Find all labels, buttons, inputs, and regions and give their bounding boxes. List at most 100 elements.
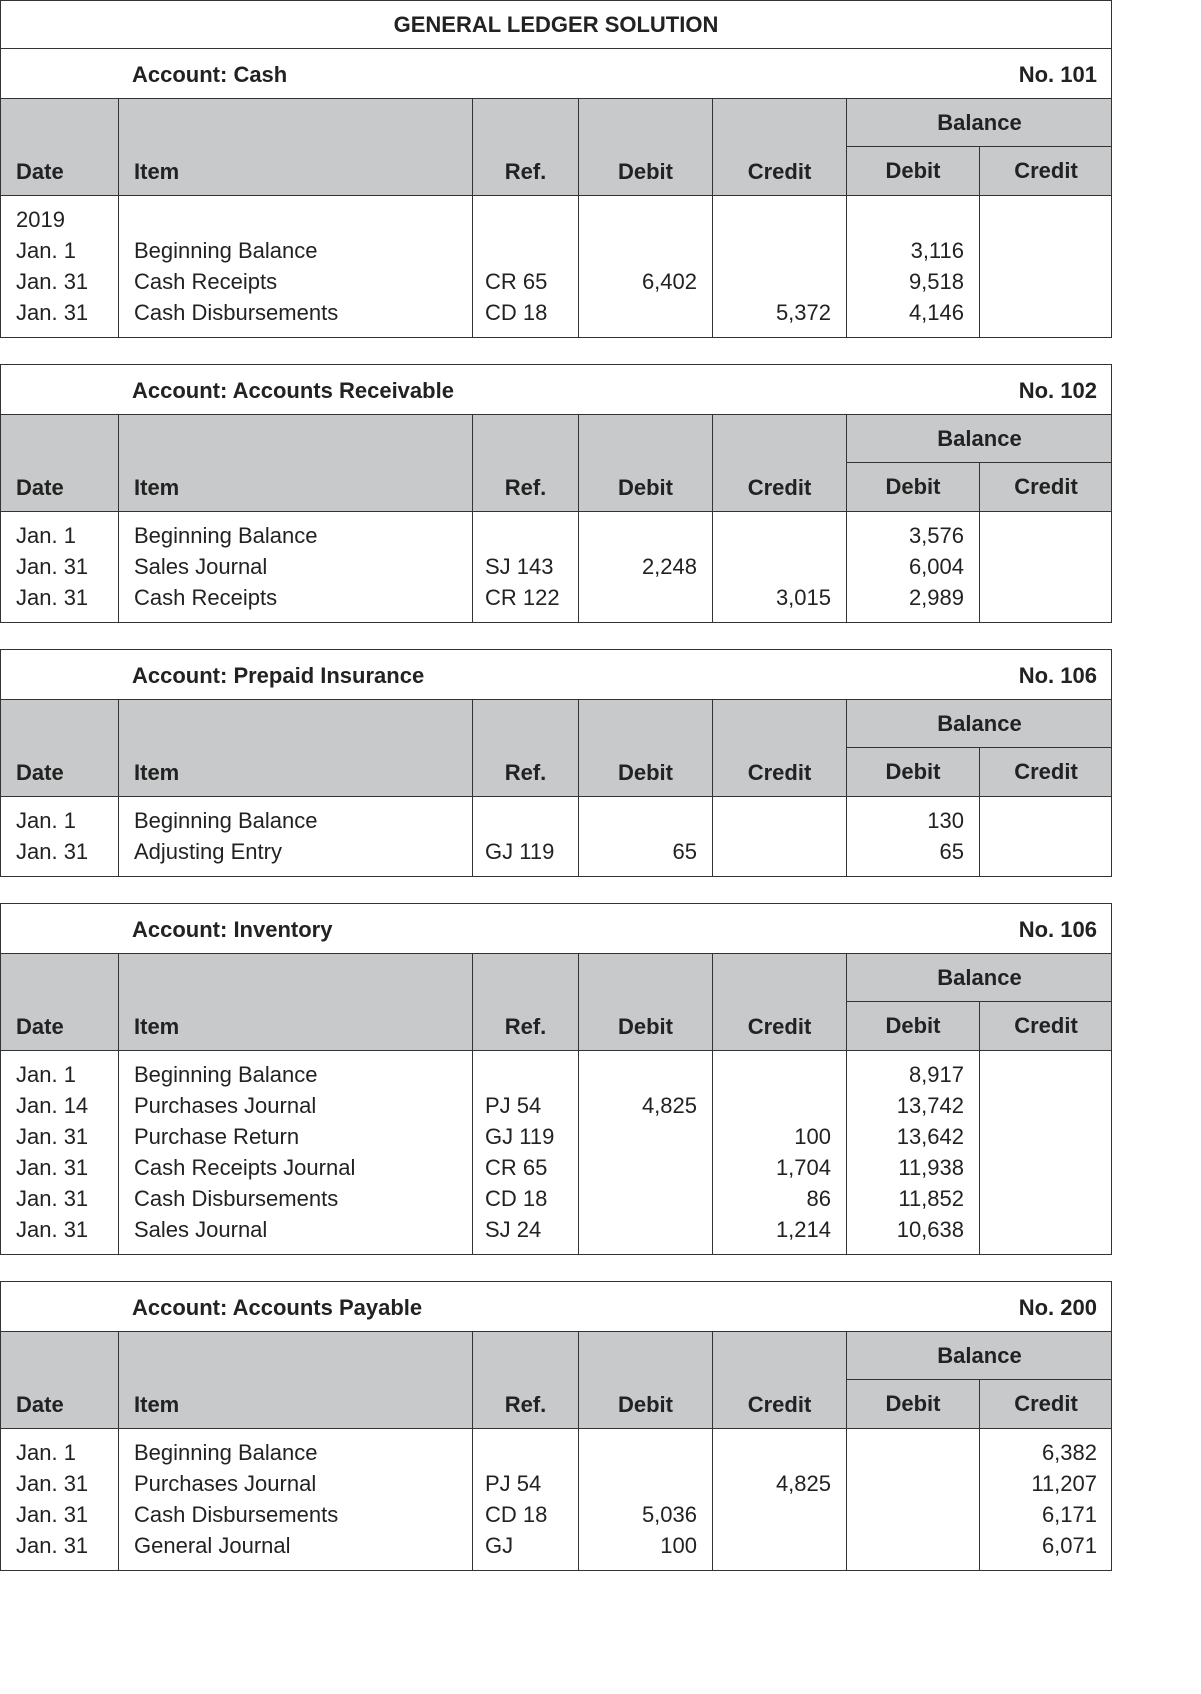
column-headers: Date Item Ref. Debit Credit Balance Debi… bbox=[1, 415, 1112, 512]
cell-item bbox=[119, 204, 472, 235]
header-balance: Balance bbox=[846, 954, 1112, 1002]
cell-date: Jan. 31 bbox=[16, 300, 89, 325]
cell-bal-credit bbox=[980, 1121, 1112, 1152]
cell-bal-credit bbox=[980, 520, 1112, 551]
header-debit: Debit bbox=[578, 99, 712, 195]
ledger-account: Account: Accounts Receivable No. 102 Dat… bbox=[0, 364, 1112, 623]
account-number: No. 106 bbox=[1018, 917, 1097, 942]
cell-date: Jan. 1 bbox=[16, 523, 76, 548]
account-header: Account: Cash No. 101 bbox=[1, 49, 1111, 99]
cell-bal-credit bbox=[980, 1183, 1112, 1214]
cell-date: Jan. 31 bbox=[16, 554, 89, 579]
header-balance-credit: Credit bbox=[979, 748, 1112, 796]
column-debit: 4,825 bbox=[578, 1051, 712, 1254]
header-balance-debit: Debit bbox=[846, 748, 979, 796]
cell-debit bbox=[579, 1183, 712, 1214]
cell-ref: CR 65 bbox=[485, 1155, 548, 1180]
account-name: Account: Inventory bbox=[132, 917, 333, 942]
cell-item: Sales Journal bbox=[134, 554, 268, 579]
cell-item: Beginning Balance bbox=[134, 1440, 318, 1465]
ledger-account: GENERAL LEDGER SOLUTION Account: Cash No… bbox=[0, 0, 1112, 338]
header-balance: Balance bbox=[846, 99, 1112, 147]
cell-item: Cash Disbursements bbox=[134, 1502, 339, 1527]
ledger-account: Account: Prepaid Insurance No. 106 Date … bbox=[0, 649, 1112, 877]
cell-date: Jan. 31 bbox=[16, 1155, 89, 1180]
cell-credit: 100 bbox=[794, 1124, 831, 1149]
account-header: Account: Inventory No. 106 bbox=[1, 904, 1111, 954]
column-credit: 4,825 bbox=[712, 1429, 846, 1570]
header-ref: Ref. bbox=[472, 700, 578, 796]
cell-ref bbox=[473, 204, 578, 235]
cell-item: Cash Receipts bbox=[134, 585, 278, 610]
account-number: No. 200 bbox=[1018, 1295, 1097, 1320]
cell-item: Beginning Balance bbox=[134, 523, 318, 548]
cell-ref bbox=[473, 1059, 578, 1090]
cell-debit: 6,402 bbox=[641, 269, 697, 294]
column-headers: Date Item Ref. Debit Credit Balance Debi… bbox=[1, 99, 1112, 196]
header-credit: Credit bbox=[712, 954, 846, 1050]
column-credit: 100 1,704 86 1,214 bbox=[712, 1051, 846, 1254]
header-ref: Ref. bbox=[472, 99, 578, 195]
cell-credit bbox=[713, 266, 846, 297]
ledger-body: Jan. 1 Jan. 31 Beginning Balance Adjusting … bbox=[1, 797, 1111, 876]
column-bal-debit bbox=[846, 1429, 979, 1570]
cell-item: Purchases Journal bbox=[134, 1471, 317, 1496]
cell-item: Cash Receipts Journal bbox=[134, 1155, 356, 1180]
cell-bal-debit bbox=[847, 1468, 979, 1499]
header-balance-credit: Credit bbox=[979, 147, 1112, 195]
cell-credit bbox=[713, 1499, 846, 1530]
column-bal-debit: 8,917 13,742 13,642 11,938 11,852 10,638 bbox=[846, 1051, 979, 1254]
ledger-body: Jan. 1 Jan. 14 Jan. 31 Jan. 31 Jan. 31 Jan. 3… bbox=[1, 1051, 1111, 1254]
cell-bal-credit: 11,207 bbox=[1031, 1471, 1097, 1496]
column-item: Beginning Balance Purchases Journal Purcha… bbox=[118, 1051, 472, 1254]
cell-debit bbox=[579, 1152, 712, 1183]
cell-date: Jan. 1 bbox=[16, 1062, 76, 1087]
cell-debit bbox=[579, 235, 712, 266]
cell-date: Jan. 31 bbox=[16, 585, 89, 610]
header-debit: Debit bbox=[578, 1332, 712, 1428]
header-item: Item bbox=[118, 954, 472, 1050]
cell-bal-debit: 2,989 bbox=[908, 585, 964, 610]
column-ref: GJ 119 bbox=[472, 797, 578, 876]
cell-bal-debit bbox=[847, 1499, 979, 1530]
header-credit: Credit bbox=[712, 1332, 846, 1428]
cell-credit: 5,372 bbox=[775, 300, 831, 325]
cell-bal-credit bbox=[980, 1090, 1112, 1121]
column-date: Jan. 1 Jan. 31 bbox=[1, 797, 118, 876]
column-debit: 5,036 100 bbox=[578, 1429, 712, 1570]
cell-debit bbox=[579, 520, 712, 551]
cell-ref: GJ bbox=[485, 1533, 514, 1558]
cell-item: Beginning Balance bbox=[134, 238, 318, 263]
cell-date: Jan. 31 bbox=[16, 269, 89, 294]
header-balance: Balance bbox=[846, 700, 1112, 748]
cell-bal-debit: 13,742 bbox=[896, 1093, 964, 1118]
ledger-body: Jan. 1 Jan. 31 Jan. 31 Jan. 31 Beginning Bal… bbox=[1, 1429, 1111, 1570]
cell-date: Jan. 31 bbox=[16, 1502, 89, 1527]
column-headers: Date Item Ref. Debit Credit Balance Debi… bbox=[1, 700, 1112, 797]
cell-debit bbox=[579, 204, 712, 235]
cell-debit bbox=[579, 805, 712, 836]
column-debit: 6,402 bbox=[578, 196, 712, 337]
ledger-body: Jan. 1 Jan. 31 Jan. 31 Beginning Balance Sal… bbox=[1, 512, 1111, 622]
cell-credit: 1,704 bbox=[775, 1155, 831, 1180]
cell-bal-credit bbox=[980, 551, 1112, 582]
column-headers: Date Item Ref. Debit Credit Balance Debi… bbox=[1, 1332, 1112, 1429]
account-number: No. 106 bbox=[1018, 663, 1097, 688]
header-item: Item bbox=[118, 700, 472, 796]
column-ref: PJ 54 GJ 119 CR 65 CD 18 SJ 24 bbox=[472, 1051, 578, 1254]
header-debit: Debit bbox=[578, 700, 712, 796]
header-balance-credit: Credit bbox=[979, 463, 1112, 511]
cell-credit: 86 bbox=[806, 1186, 831, 1211]
cell-debit bbox=[579, 1059, 712, 1090]
cell-date: Jan. 31 bbox=[16, 1471, 89, 1496]
column-item: Beginning Balance Adjusting Entry bbox=[118, 797, 472, 876]
column-debit: 65 bbox=[578, 797, 712, 876]
cell-item: Cash Disbursements bbox=[134, 300, 339, 325]
header-balance-credit: Credit bbox=[979, 1380, 1112, 1428]
header-balance-debit: Debit bbox=[846, 147, 979, 195]
cell-date: Jan. 1 bbox=[16, 238, 76, 263]
header-balance-debit: Debit bbox=[846, 1002, 979, 1050]
cell-ref bbox=[473, 235, 578, 266]
cell-debit bbox=[579, 297, 712, 328]
account-header: Account: Accounts Payable No. 200 bbox=[1, 1282, 1111, 1332]
